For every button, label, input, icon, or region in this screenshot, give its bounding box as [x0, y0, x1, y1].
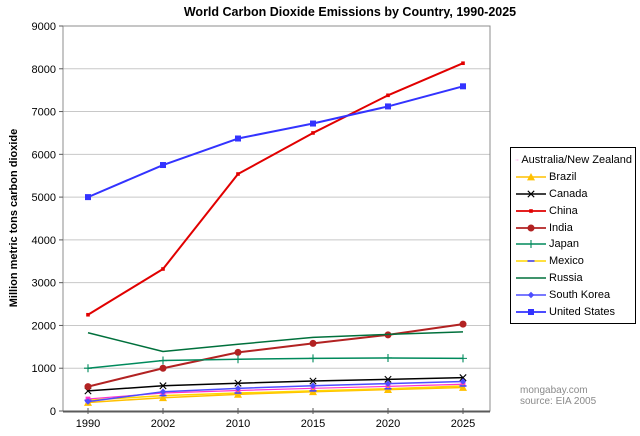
series-japan	[84, 353, 467, 373]
legend-box: Australia/New Zealand Brazil Canada China In…	[510, 147, 636, 324]
svg-text:2000: 2000	[32, 320, 56, 332]
legend-marker-canada	[516, 190, 546, 198]
legend-marker-china	[516, 208, 546, 213]
svg-text:4000: 4000	[32, 235, 56, 247]
legend-item-japan: Japan	[515, 236, 632, 253]
legend-label: Brazil	[549, 171, 577, 184]
legend-item-brazil: Brazil	[515, 169, 632, 186]
svg-text:9000: 9000	[32, 21, 56, 33]
legend-marker-brazil	[516, 173, 546, 181]
legend-item-mexico: Mexico	[515, 253, 632, 270]
legend-item-australia-new-zealand: Australia/New Zealand	[515, 152, 632, 169]
series-south-korea	[84, 378, 467, 405]
legend-item-china: China	[515, 202, 632, 219]
svg-text:2010: 2010	[226, 418, 250, 430]
legend-marker-south-korea	[516, 291, 546, 298]
x-tick-labels: 1990 2002 2010 2015 2020 2025	[76, 418, 475, 430]
svg-text:6000: 6000	[32, 149, 56, 161]
svg-text:2025: 2025	[451, 418, 475, 430]
credit-source: source: EIA 2005	[520, 396, 597, 407]
svg-text:3000: 3000	[32, 278, 56, 290]
legend-marker-australia-new-zealand	[515, 160, 520, 161]
legend-label: South Korea	[549, 288, 611, 301]
series-canada	[84, 374, 467, 395]
legend-label: India	[549, 221, 573, 234]
legend-marker-india	[516, 224, 546, 232]
gridlines	[63, 68, 490, 369]
y-tick-labels: 0 1000 2000 3000 4000 5000 6000 7000 8000 9000	[32, 21, 56, 418]
series-china	[86, 61, 465, 317]
series-mexico	[84, 385, 467, 402]
legend-marker-russia	[516, 277, 546, 279]
legend-marker-mexico	[516, 260, 546, 262]
svg-text:1000: 1000	[32, 363, 56, 375]
svg-text:7000: 7000	[32, 107, 56, 119]
svg-text:0: 0	[50, 406, 56, 418]
svg-text:5000: 5000	[32, 192, 56, 204]
legend-marker-united-states	[516, 308, 546, 315]
svg-text:1990: 1990	[76, 418, 100, 430]
legend-label: Canada	[549, 187, 588, 200]
series-india	[84, 320, 467, 391]
svg-text:2002: 2002	[151, 418, 175, 430]
legend-item-united-states: United States	[515, 303, 632, 320]
series-russia	[87, 331, 464, 353]
svg-text:2015: 2015	[301, 418, 325, 430]
legend-item-india: India	[515, 219, 632, 236]
credits: mongabay.com source: EIA 2005	[520, 385, 630, 407]
legend-label: Russia	[549, 271, 583, 284]
legend-label: Australia/New Zealand	[521, 154, 632, 167]
chart-title: World Carbon Dioxide Emissions by Countr…	[183, 5, 517, 19]
legend-marker-japan	[516, 240, 546, 249]
credit-mongabay: mongabay.com	[520, 385, 588, 396]
legend-label: United States	[549, 305, 616, 318]
legend-label: Mexico	[549, 255, 584, 268]
legend-label: Japan	[549, 238, 579, 251]
svg-text:2020: 2020	[376, 418, 400, 430]
series-united-states	[85, 83, 466, 201]
legend-label: China	[549, 204, 578, 217]
legend-item-canada: Canada	[515, 186, 632, 203]
svg-text:8000: 8000	[32, 64, 56, 76]
legend-item-russia: Russia	[515, 270, 632, 287]
axes	[59, 25, 491, 414]
legend-item-south-korea: South Korea	[515, 286, 632, 303]
